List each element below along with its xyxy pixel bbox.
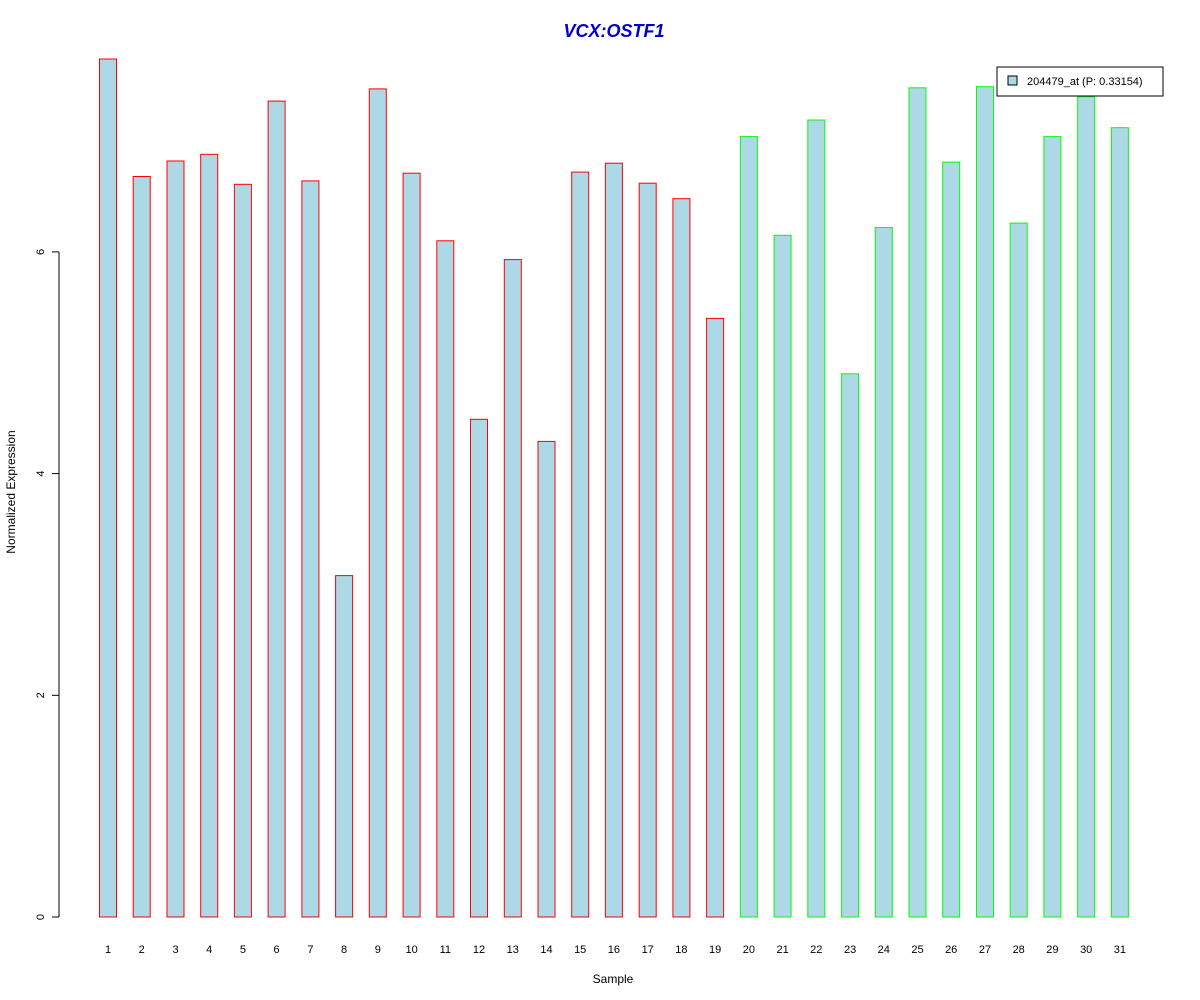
x-tick-label: 6 xyxy=(274,944,280,956)
bar-24 xyxy=(874,227,893,918)
x-tick-label: 24 xyxy=(878,944,890,956)
x-tick-label: 5 xyxy=(240,944,246,956)
x-tick-label: 22 xyxy=(810,944,822,956)
bar-18 xyxy=(672,198,691,918)
bar-12 xyxy=(470,418,488,918)
bar-16 xyxy=(604,162,623,918)
x-tick-label: 1 xyxy=(105,944,111,956)
x-tick-label: 29 xyxy=(1046,944,1058,956)
y-tick-label: 2 xyxy=(35,692,47,698)
x-tick-label: 13 xyxy=(507,944,519,956)
bar-13 xyxy=(503,259,522,918)
x-tick-label: 4 xyxy=(206,944,212,956)
x-tick-label: 14 xyxy=(540,944,552,956)
bar-19 xyxy=(706,317,725,918)
bar-14 xyxy=(537,440,556,918)
x-axis-label: Sample xyxy=(593,972,634,986)
x-tick-label: 12 xyxy=(473,944,485,956)
bar-4 xyxy=(200,153,219,918)
x-tick-label: 7 xyxy=(307,944,313,956)
bar-7 xyxy=(301,180,320,918)
bar-10 xyxy=(402,172,421,918)
x-tick-label: 16 xyxy=(608,944,620,956)
bar-30 xyxy=(1077,96,1096,918)
bar-28 xyxy=(1009,222,1028,918)
x-tick-label: 3 xyxy=(172,944,178,956)
x-tick-label: 15 xyxy=(574,944,586,956)
chart-title: VCX:OSTF1 xyxy=(563,21,664,41)
bar-3 xyxy=(166,160,185,918)
x-tick-labels: 1 2 3 4 5 6 7 8 9 10 11 12 13 14 15 16 17 18 19 20 21 22 23 24 2… xyxy=(105,944,1126,956)
bar-26 xyxy=(942,161,961,918)
bar-25 xyxy=(908,87,927,918)
y-tick-label: 4 xyxy=(35,471,47,477)
bar-23 xyxy=(841,373,860,918)
x-tick-label: 9 xyxy=(375,944,381,956)
x-tick-label: 20 xyxy=(743,944,755,956)
x-tick-label: 10 xyxy=(405,944,417,956)
legend-box xyxy=(996,66,1164,97)
x-tick-label: 28 xyxy=(1013,944,1025,956)
bar-29 xyxy=(1043,136,1062,918)
x-tick-label: 21 xyxy=(776,944,788,956)
bar-22 xyxy=(807,119,826,918)
x-tick-label: 18 xyxy=(675,944,687,956)
bar-17 xyxy=(638,182,657,918)
bar-20 xyxy=(739,136,758,918)
x-tick-label: 2 xyxy=(139,944,145,956)
bar-31 xyxy=(1110,127,1129,918)
x-tick-label: 30 xyxy=(1080,944,1092,956)
bar-6 xyxy=(267,100,286,918)
y-tick-label: 6 xyxy=(35,249,47,255)
y-tick-label: 0 xyxy=(35,914,47,920)
x-tick-label: 25 xyxy=(911,944,923,956)
bar-8 xyxy=(335,575,354,918)
legend-label: 204479_at (P: 0.33154) xyxy=(1027,76,1143,88)
bar-21 xyxy=(773,234,792,918)
x-tick-label: 23 xyxy=(844,944,856,956)
bar-2 xyxy=(132,176,151,918)
bar-5 xyxy=(233,183,252,918)
bar-15 xyxy=(571,171,590,918)
legend: 204479_at (P: 0.33154) xyxy=(996,66,1164,97)
y-axis-label: Normalized Expression xyxy=(4,430,18,553)
x-tick-label: 27 xyxy=(979,944,991,956)
bar-1 xyxy=(99,58,117,918)
x-tick-label: 31 xyxy=(1114,944,1126,956)
x-tick-label: 26 xyxy=(945,944,957,956)
x-tick-label: 17 xyxy=(642,944,654,956)
x-tick-label: 11 xyxy=(440,944,451,956)
bar-11 xyxy=(436,240,455,918)
bars xyxy=(99,58,1129,918)
x-tick-label: 19 xyxy=(709,944,721,956)
x-tick-label: 8 xyxy=(341,944,347,956)
legend-swatch xyxy=(1007,75,1018,86)
bar-9 xyxy=(368,88,387,918)
y-axis: 0 2 4 6 xyxy=(35,249,60,920)
bar-27 xyxy=(976,86,994,918)
